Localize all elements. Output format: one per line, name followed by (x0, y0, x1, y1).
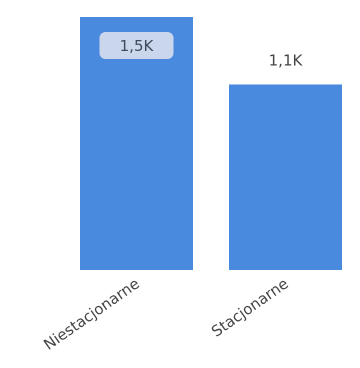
data-label-background (99, 32, 174, 59)
category-labels-layer: Niestacjonarne Stacjonarne (40, 275, 291, 354)
category-label-stacjonarne: Stacjonarne (208, 275, 292, 341)
data-label-stacjonarne: 1,1K (269, 51, 304, 69)
category-label-niestacjonarne: Niestacjonarne (40, 275, 142, 354)
bars-layer (80, 17, 342, 270)
bar-niestacjonarne[interactable] (80, 17, 193, 270)
data-labels-layer: 1,5K 1,1K (99, 32, 304, 69)
bar-stacjonarne[interactable] (229, 84, 342, 270)
data-label-niestacjonarne: 1,5K (120, 37, 155, 55)
